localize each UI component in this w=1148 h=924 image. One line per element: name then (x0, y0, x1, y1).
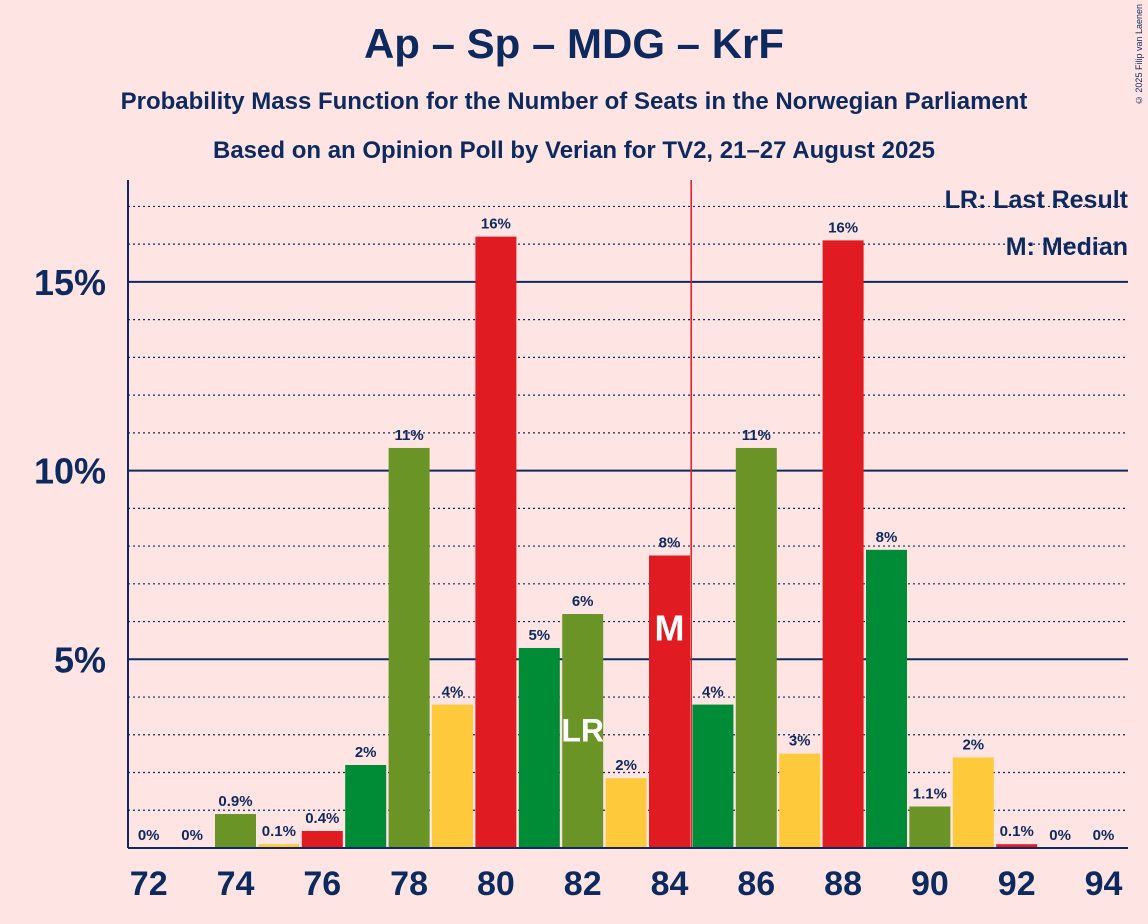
bar-seat-82 (562, 614, 604, 848)
bar-value-label: 16% (481, 216, 511, 233)
chart-subtitle: Probability Mass Function for the Number… (120, 88, 1028, 115)
bar-value-label: 4% (442, 684, 464, 701)
bar-value-label: 2% (615, 757, 637, 774)
x-tick-label: 72 (130, 865, 168, 903)
y-tick-label: 10% (34, 451, 106, 492)
chart-subtitle-poll: Based on an Opinion Poll by Verian for T… (213, 137, 935, 164)
chart-title: Ap – Sp – MDG – KrF (363, 20, 785, 67)
bar-value-label: 0% (1093, 827, 1115, 844)
y-tick-label: 15% (34, 262, 106, 303)
bar-seat-85 (692, 704, 734, 848)
bar-seat-89 (866, 549, 907, 848)
bar-value-label: 0.1% (262, 823, 296, 840)
bar-seat-78 (388, 447, 430, 848)
bar-value-label: 0% (138, 827, 160, 844)
x-tick-label: 94 (1085, 865, 1123, 903)
bar-value-label: 0% (181, 827, 203, 844)
y-tick-label: 5% (54, 639, 106, 680)
bar-value-label: 2% (355, 744, 377, 761)
bar-value-label: 0.9% (218, 793, 252, 810)
bar-seat-87 (779, 753, 821, 848)
bar-seat-90 (909, 806, 951, 848)
x-tick-label: 78 (390, 865, 428, 903)
bar-seat-86 (735, 447, 777, 848)
bar-value-label: 5% (528, 627, 550, 644)
x-tick-label: 74 (217, 865, 255, 903)
bar-seat-77 (345, 764, 387, 848)
bar-seat-76 (301, 831, 343, 848)
bar-seat-92 (996, 844, 1038, 848)
bar-value-label: 8% (659, 535, 681, 552)
last-result-marker: LR (561, 713, 604, 749)
bar-value-label: 0.4% (305, 810, 339, 827)
x-tick-label: 84 (651, 865, 689, 903)
bar-seat-80 (475, 236, 517, 848)
bar-value-label: 11% (394, 427, 423, 444)
bar-value-label: 2% (962, 736, 984, 753)
bar-seat-91 (952, 757, 994, 848)
bar-value-label: 4% (702, 684, 724, 701)
bar-seat-88 (822, 240, 864, 849)
legend-last-result: LR: Last Result (944, 186, 1128, 214)
bar-value-label: 3% (789, 733, 811, 750)
bar-value-label: 0.1% (1000, 823, 1034, 840)
bar-seat-83 (605, 778, 647, 848)
legend-median: M: Median (1005, 233, 1128, 261)
x-tick-label: 92 (998, 865, 1036, 903)
bar-value-label: 8% (876, 529, 898, 546)
bar-seat-75 (258, 844, 300, 848)
x-tick-label: 88 (824, 865, 862, 903)
x-tick-label: 76 (303, 865, 341, 903)
bar-value-label: 1.1% (913, 785, 947, 802)
median-marker: M (655, 607, 685, 648)
x-tick-label: 86 (737, 865, 775, 903)
bar-value-label: 11% (742, 427, 771, 444)
bar-value-label: 16% (828, 219, 858, 236)
bar-value-label: 0% (1049, 827, 1071, 844)
x-tick-label: 80 (477, 865, 515, 903)
bar-seat-79 (432, 704, 473, 848)
x-tick-label: 82 (564, 865, 602, 903)
bar-seat-81 (518, 647, 560, 848)
bar-value-label: 6% (572, 593, 594, 610)
x-tick-label: 90 (911, 865, 949, 903)
bar-seat-84 (649, 555, 690, 848)
bar-seat-74 (215, 814, 256, 848)
